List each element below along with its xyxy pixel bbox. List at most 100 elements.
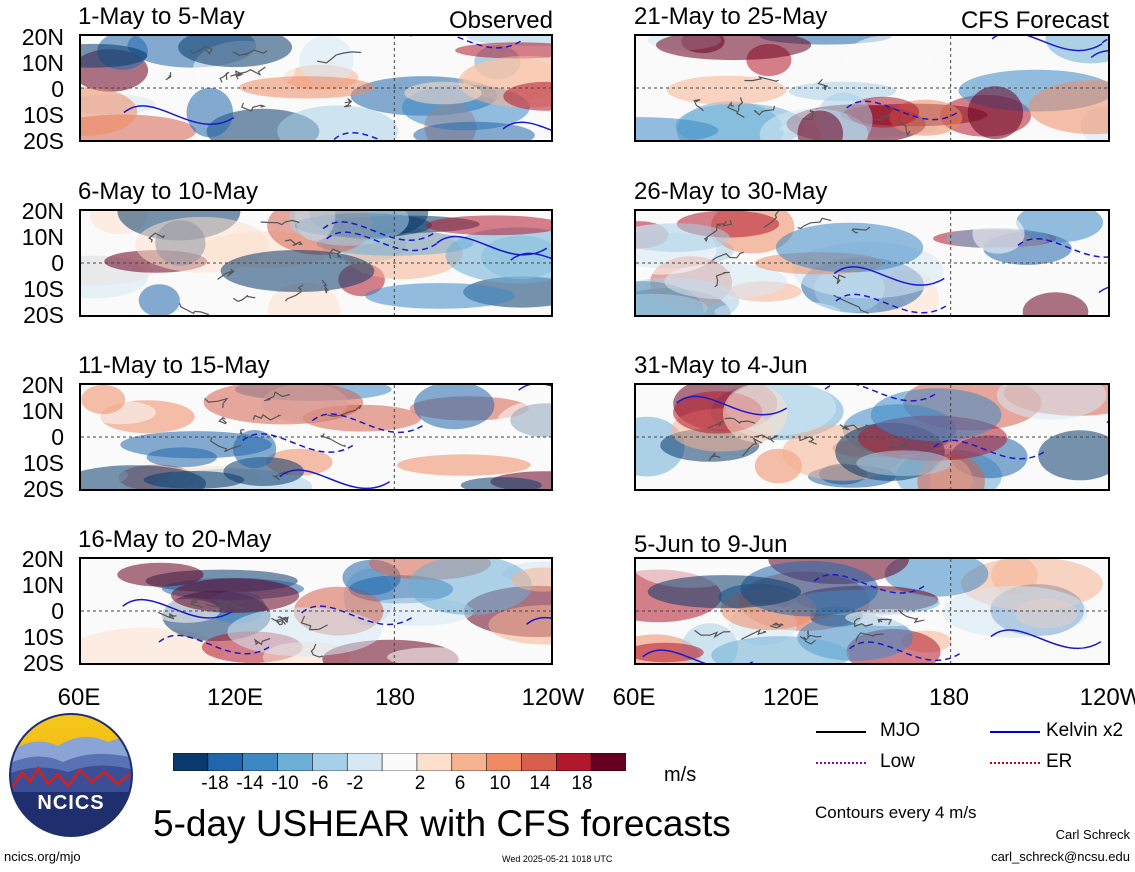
- coastline: [839, 424, 851, 430]
- anomaly-patch: [636, 223, 730, 252]
- legend-mjo-label: MJO: [880, 720, 921, 741]
- kelvin-contour: [122, 599, 234, 619]
- coastline: [274, 616, 289, 626]
- coastline: [797, 217, 832, 230]
- coastline: [708, 451, 721, 461]
- kelvin-contour: [1098, 286, 1108, 294]
- coastline: [707, 420, 724, 429]
- kelvin-contour: [333, 132, 383, 140]
- kelvin-contour: [1017, 238, 1108, 258]
- legend-er-label: ER: [1046, 751, 1073, 772]
- legend-kelvin-label: Kelvin x2: [1046, 720, 1124, 741]
- kelvin-contour: [833, 266, 945, 286]
- kelvin-contour: [410, 36, 521, 49]
- coastline: [327, 404, 362, 417]
- lat-label-20s: 20S: [23, 650, 64, 676]
- coastline: [817, 78, 828, 91]
- anomaly-patch: [636, 117, 719, 140]
- coastline: [219, 71, 230, 83]
- coastline: [832, 274, 846, 285]
- panel-1-label: Observed: [448, 7, 553, 34]
- lat-label-10n: 10N: [21, 572, 64, 598]
- anomaly-patch: [942, 586, 1088, 638]
- anomaly-patch: [146, 447, 217, 468]
- colorbar-segment: [486, 753, 523, 771]
- coastline: [714, 271, 730, 288]
- lon-label-180: 180: [928, 684, 970, 711]
- coastline: [232, 294, 256, 302]
- kelvin-contour: [123, 105, 235, 125]
- map-panel-4: [79, 557, 553, 665]
- kelvin-contour: [242, 433, 354, 453]
- lat-label-eq: 0: [51, 424, 64, 450]
- legend-low-line: [816, 762, 866, 764]
- coastline: [741, 437, 763, 457]
- anomaly-patch: [503, 81, 551, 111]
- legend-mjo-line: [816, 731, 866, 733]
- coastline: [741, 628, 767, 640]
- colorbar-unit: m/s: [664, 764, 697, 786]
- timestamp: Wed 2025-05-21 1018 UTC: [502, 854, 613, 864]
- colorbar-segment: [173, 753, 209, 771]
- lat-label-eq: 0: [51, 250, 64, 276]
- anomaly-patch: [413, 385, 495, 430]
- lat-label-20s: 20S: [23, 476, 64, 502]
- cb-label: 18: [571, 773, 593, 794]
- ncics-logo: NCICS: [8, 712, 134, 838]
- colorbar-segment: [590, 753, 626, 771]
- coastline: [833, 294, 869, 314]
- kelvin-contour: [933, 439, 1045, 460]
- kelvin-contour: [311, 413, 423, 433]
- coastline: [802, 109, 815, 121]
- anomaly-patch: [227, 607, 382, 657]
- colorbar-segment: [521, 753, 558, 771]
- kelvin-contour: [158, 634, 270, 655]
- anomaly-patch: [299, 36, 354, 86]
- colorbar-segment: [207, 753, 244, 771]
- kelvin-contour: [1090, 50, 1108, 58]
- coastline: [217, 268, 235, 280]
- lon-label-180: 180: [374, 684, 416, 711]
- lat-label-10s: 10S: [23, 450, 64, 476]
- lat-label-10s: 10S: [23, 102, 64, 128]
- coastline: [888, 439, 908, 449]
- anomaly-patch: [972, 213, 1025, 254]
- website-link[interactable]: ncics.org/mjo: [4, 849, 81, 864]
- coastline: [844, 424, 870, 431]
- coastline: [260, 219, 300, 226]
- anomaly-patch: [797, 110, 844, 140]
- anomaly-patch: [711, 636, 850, 663]
- panel-1-title: 1-May to 5-May: [78, 3, 245, 30]
- coastline: [157, 611, 177, 620]
- coastline: [232, 49, 268, 56]
- anomaly-patch: [511, 567, 551, 592]
- anomaly-patch: [667, 75, 787, 105]
- coastline: [252, 414, 282, 421]
- legend-low-label: Low: [880, 751, 915, 772]
- coastline: [328, 248, 342, 259]
- lon-label-120e: 120E: [762, 684, 820, 711]
- anomaly-patch: [455, 42, 551, 59]
- contour-note: Contours every 4 m/s: [815, 803, 977, 822]
- anomaly-patch: [397, 454, 531, 476]
- coastline: [271, 616, 289, 624]
- anomaly-patch: [664, 263, 787, 300]
- coastline: [148, 232, 165, 243]
- coastline: [284, 284, 304, 302]
- anomaly-patch: [277, 105, 399, 140]
- coastline: [284, 239, 303, 246]
- anomaly-patch: [81, 465, 207, 489]
- anomaly-patch: [775, 222, 924, 273]
- anomaly-patch: [788, 81, 897, 101]
- anomaly-patch: [996, 385, 1107, 420]
- coastline: [873, 112, 891, 122]
- anomaly-patch: [81, 87, 138, 136]
- panel-8-title: 5-Jun to 9-Jun: [634, 531, 788, 558]
- coastline: [693, 99, 704, 112]
- coastline: [727, 101, 738, 112]
- anomaly-patch: [408, 559, 532, 615]
- coastline: [744, 75, 779, 82]
- coastline: [310, 643, 324, 658]
- anomaly-patch: [647, 575, 802, 609]
- lon-label-60e: 60E: [57, 684, 101, 711]
